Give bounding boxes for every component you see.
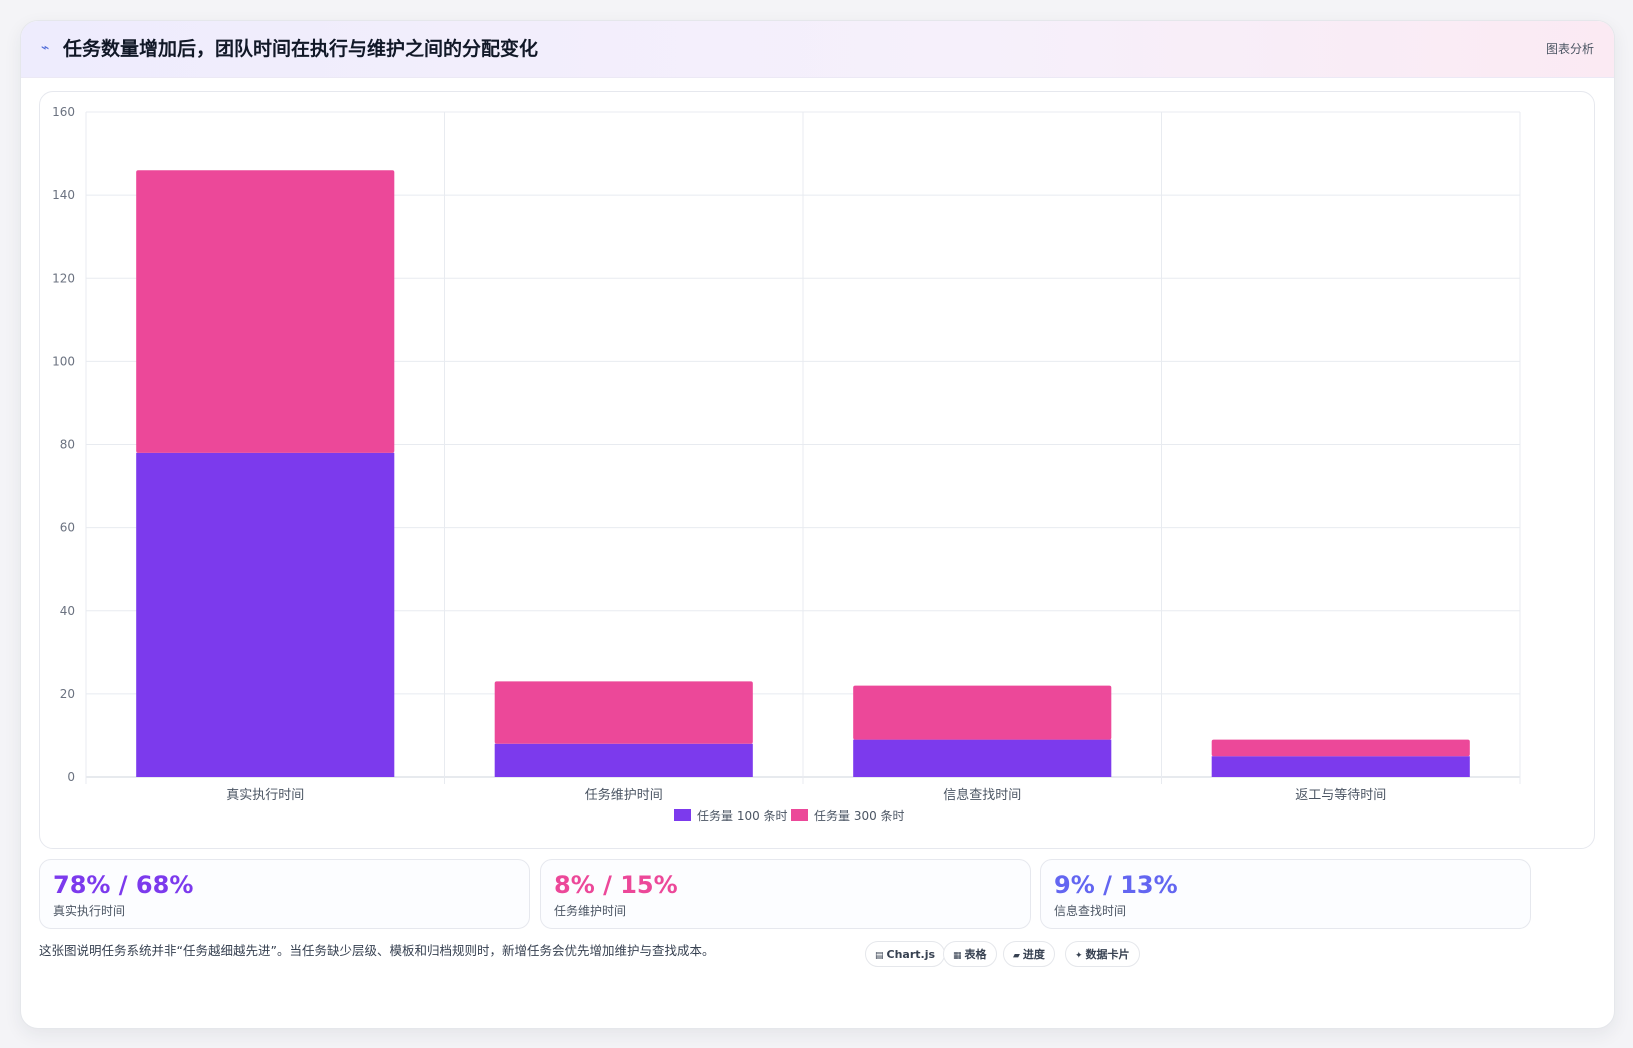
y-tick-label: 140	[52, 188, 75, 202]
y-tick-label: 40	[60, 604, 75, 618]
stat-card-execution: 78% / 68% 真实执行时间	[39, 859, 530, 929]
chart-icon: ▤	[875, 951, 884, 961]
chart-card: ⌁ 任务数量增加后，团队时间在执行与维护之间的分配变化 图表分析 0 20 40 60…	[20, 20, 1615, 1029]
y-tick-label: 120	[52, 271, 75, 285]
bar-series2-1	[494, 681, 753, 744]
x-tick-label: 任务维护时间	[585, 787, 663, 803]
stat-label: 真实执行时间	[53, 904, 126, 918]
bar-series1-2	[853, 739, 1112, 777]
badge-progress[interactable]: ▰ 进度	[1003, 941, 1055, 967]
progress-icon: ▰	[1013, 951, 1020, 961]
bar-series2-2	[853, 685, 1112, 740]
sparkle-icon: ✦	[1075, 951, 1083, 961]
stat-value: 8% / 15%	[554, 871, 678, 899]
bar-series2-0	[136, 170, 395, 453]
y-tick-label: 80	[60, 438, 75, 452]
y-tick-label: 160	[52, 105, 75, 119]
legend-swatch	[674, 809, 691, 821]
bar-series1-0	[136, 452, 395, 777]
y-tick-label: 0	[67, 770, 75, 784]
bar-series2-3	[1211, 739, 1470, 757]
badge-data-card[interactable]: ✦ 数据卡片	[1065, 941, 1140, 967]
badge-table[interactable]: ▦ 表格	[943, 941, 997, 967]
badge-chartjs[interactable]: ▤ Chart.js	[865, 941, 946, 967]
chart-analysis-tag: 图表分析	[1545, 42, 1594, 56]
y-tick-label: 60	[60, 521, 75, 535]
card-header: ⌁ 任务数量增加后，团队时间在执行与维护之间的分配变化 图表分析	[21, 21, 1614, 78]
stat-value: 9% / 13%	[1054, 871, 1178, 899]
bar-series1-3	[1211, 756, 1470, 777]
stacked-bar-chart: 0 20 40 60 80 100 120 140 160 真实执行时间 任务维护时间 信息查找时间 返…	[52, 105, 1521, 823]
x-tick-label: 返工与等待时间	[1295, 787, 1386, 803]
stat-label: 任务维护时间	[554, 904, 627, 918]
legend-swatch	[791, 809, 808, 821]
table-icon: ▦	[953, 951, 962, 961]
stat-value: 78% / 68%	[53, 871, 194, 899]
stat-card-search: 9% / 13% 信息查找时间	[1040, 859, 1531, 929]
y-tick-label: 100	[52, 354, 75, 368]
legend-label: 任务量 300 条时	[814, 808, 905, 823]
trend-icon: ⌁	[41, 40, 50, 56]
stat-label: 信息查找时间	[1054, 904, 1127, 918]
y-tick-label: 20	[60, 687, 75, 701]
chart-panel: 0 20 40 60 80 100 120 140 160 真实执行时间 任务维护时间 信息查找时间 返…	[39, 91, 1595, 849]
x-tick-label: 真实执行时间	[226, 788, 304, 803]
x-tick-label: 信息查找时间	[943, 787, 1021, 803]
footnote: 这张图说明任务系统并非“任务越细越先进”。当任务缺少层级、模板和归档规则时，新增…	[39, 943, 715, 958]
bar-series1-1	[494, 743, 753, 777]
page-title: 任务数量增加后，团队时间在执行与维护之间的分配变化	[63, 38, 539, 60]
legend-label: 任务量 100 条时	[697, 808, 788, 823]
stat-card-maintenance: 8% / 15% 任务维护时间	[540, 859, 1031, 929]
